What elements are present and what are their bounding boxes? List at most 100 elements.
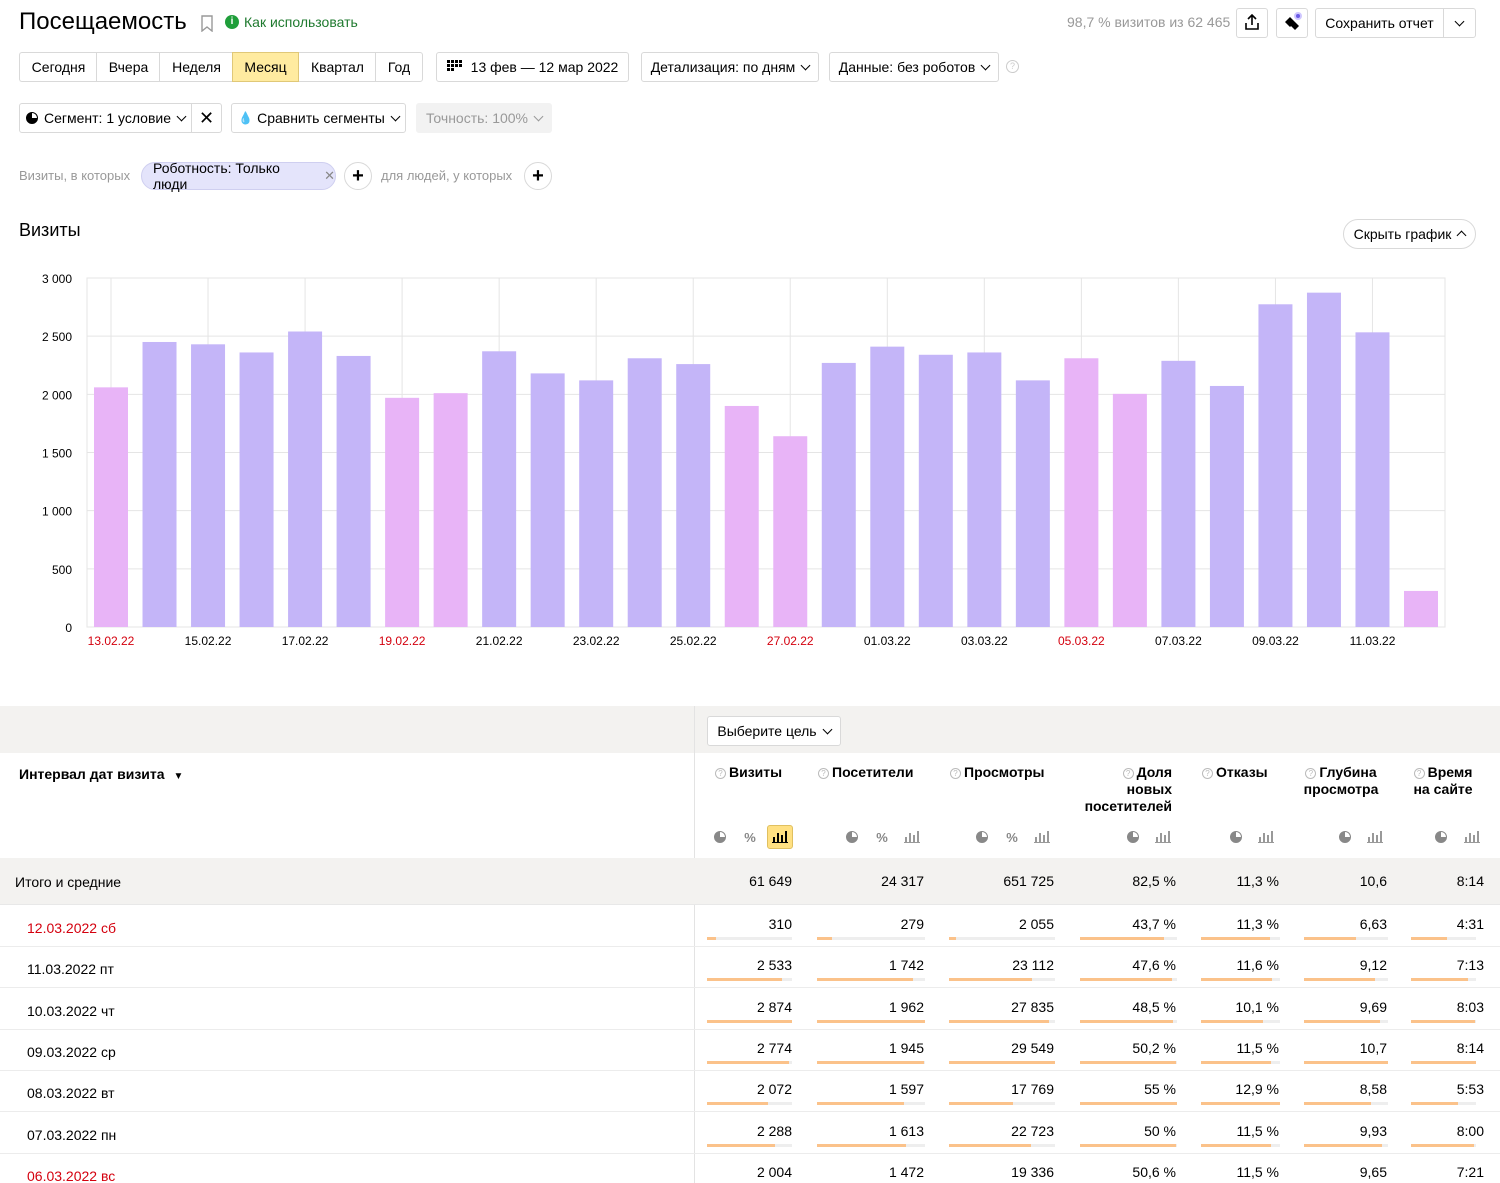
assistant-button[interactable] <box>1276 8 1308 38</box>
goal-select-dropdown[interactable]: Выберите цель <box>707 716 841 746</box>
chart-bar[interactable] <box>967 352 1002 627</box>
add-user-condition-button[interactable]: + <box>524 162 552 190</box>
cell-pageviews: 2 055 <box>1018 916 1054 932</box>
bar-chart-toggle[interactable] <box>1150 825 1176 849</box>
percent-toggle[interactable]: % <box>869 825 895 849</box>
chart-bar[interactable] <box>1404 590 1438 627</box>
bar-chart-toggle[interactable] <box>1459 825 1485 849</box>
col-header-depth[interactable]: ? Глубина просмотра <box>1303 764 1379 797</box>
chart-bar[interactable] <box>870 346 905 627</box>
period-yesterday[interactable]: Вчера <box>96 52 160 82</box>
cell-bar-depth <box>1304 1143 1388 1147</box>
table-row[interactable]: 09.03.2022 ср 2 774 1 945 29 549 50,2 % 11,5 … <box>0 1030 1500 1071</box>
pie-chart-toggle[interactable] <box>1332 825 1358 849</box>
col-header-bounces[interactable]: ? Отказы <box>1202 764 1268 781</box>
col-header-time-on-site[interactable]: ? Время на сайте <box>1413 764 1473 797</box>
chart-bar[interactable] <box>336 355 371 627</box>
export-button[interactable] <box>1236 8 1268 38</box>
col-header-new-visitors-share[interactable]: ? Доля новых посетителей <box>1084 764 1172 814</box>
filter-chip[interactable]: Роботность: Только люди ✕ <box>141 160 336 192</box>
pie-icon <box>25 112 38 124</box>
dimension-header[interactable]: Интервал дат визита ▼ <box>19 766 184 782</box>
period-quarter[interactable]: Квартал <box>299 52 376 82</box>
cell-time: 7:13 <box>1456 957 1484 974</box>
add-visit-condition-button[interactable]: + <box>344 162 372 190</box>
chart-bar[interactable] <box>1258 304 1293 627</box>
bar-chart-toggle[interactable] <box>1029 825 1055 849</box>
chart-bar[interactable] <box>482 351 517 627</box>
data-filter-dropdown[interactable]: Данные: без роботов <box>829 52 999 82</box>
chart-bar[interactable] <box>579 380 614 627</box>
table-row[interactable]: 08.03.2022 вт 2 072 1 597 17 769 55 % 12,9 % 8… <box>0 1071 1500 1113</box>
help-icon[interactable]: ? <box>1006 60 1019 73</box>
chart-bar[interactable] <box>1112 393 1147 627</box>
percent-toggle[interactable]: % <box>999 825 1025 849</box>
cell-bar-depth <box>1304 1060 1388 1064</box>
pie-chart-toggle[interactable] <box>707 825 733 849</box>
percent-toggle[interactable]: % <box>737 825 763 849</box>
bar-chart-toggle[interactable] <box>767 825 793 849</box>
chart-bar[interactable] <box>1015 380 1050 627</box>
cell-bar-visitors <box>817 937 925 940</box>
chart-bar[interactable] <box>918 354 953 627</box>
chart-bar[interactable] <box>191 344 226 627</box>
chart-bar[interactable] <box>530 373 565 627</box>
chart-bar[interactable] <box>1209 385 1244 627</box>
period-week[interactable]: Неделя <box>159 52 233 82</box>
chart-bar[interactable] <box>1161 360 1196 627</box>
pie-chart-toggle[interactable] <box>1120 825 1146 849</box>
table-row[interactable]: 11.03.2022 пт 2 533 1 742 23 112 47,6 % 11,6 … <box>0 947 1500 989</box>
how-to-use-link[interactable]: i Как использовать <box>225 14 358 30</box>
chart-bar[interactable] <box>142 341 177 627</box>
chevron-down-icon <box>533 111 544 121</box>
table-row[interactable]: 07.03.2022 пн 2 288 1 613 22 723 50 % 11,5 % 9… <box>0 1113 1500 1154</box>
chevron-down-icon <box>800 60 811 70</box>
table-row[interactable]: 12.03.2022 сб 310 279 2 055 43,7 % 11,3 % 6,63… <box>0 906 1500 947</box>
chart-bar[interactable] <box>288 331 323 627</box>
save-report-button[interactable]: Сохранить отчет <box>1315 8 1444 38</box>
chart-bar[interactable] <box>239 352 274 627</box>
bar-chart-icon <box>1034 831 1050 843</box>
date-range-picker[interactable]: 13 фев — 12 мар 2022 <box>436 52 629 82</box>
col-header-pageviews[interactable]: ? Просмотры <box>950 764 1045 781</box>
chevron-down-icon <box>390 111 401 121</box>
period-month[interactable]: Месяц <box>232 52 299 82</box>
pie-chart-toggle[interactable] <box>839 825 865 849</box>
pie-chart-toggle[interactable] <box>1428 825 1454 849</box>
chart-bar[interactable] <box>433 393 468 627</box>
chart-bar[interactable] <box>1064 358 1099 627</box>
bar-chart-toggle[interactable] <box>1362 825 1388 849</box>
period-year[interactable]: Год <box>375 52 423 82</box>
chevron-down-icon <box>822 724 833 734</box>
chart-bar[interactable] <box>94 387 128 627</box>
table-row[interactable]: 06.03.2022 вс 2 004 1 472 19 336 50,6 % 11,5 … <box>0 1154 1500 1183</box>
detail-dropdown[interactable]: Детализация: по дням <box>641 52 819 82</box>
save-report-dropdown[interactable] <box>1443 8 1476 38</box>
period-today[interactable]: Сегодня <box>19 52 97 82</box>
col-header-visitors[interactable]: ? Посетители <box>818 764 913 781</box>
chart-bar[interactable] <box>627 358 662 627</box>
cell-bar-bounces <box>1201 937 1280 940</box>
bar-chart-toggle[interactable] <box>1253 825 1279 849</box>
hide-chart-button[interactable]: Скрыть график <box>1343 219 1476 249</box>
chart-bar[interactable] <box>1306 292 1341 627</box>
chart-bar[interactable] <box>385 397 420 627</box>
compare-segments-dropdown[interactable]: 💧 Сравнить сегменты <box>231 103 406 133</box>
bar-chart-toggle[interactable] <box>899 825 925 849</box>
accuracy-dropdown[interactable]: Точность: 100% <box>416 103 552 133</box>
pie-chart-toggle[interactable] <box>1223 825 1249 849</box>
col-header-visits[interactable]: ? Визиты <box>715 764 782 781</box>
segment-clear-button[interactable]: ✕ <box>191 103 222 133</box>
segment-dropdown[interactable]: Сегмент: 1 условие <box>19 103 192 133</box>
bookmark-icon[interactable] <box>201 15 213 33</box>
chart-bar[interactable] <box>773 436 808 627</box>
chart-bar[interactable] <box>821 362 856 627</box>
pie-chart-toggle[interactable] <box>969 825 995 849</box>
chart-bar[interactable] <box>1355 332 1390 627</box>
cell-bounces: 11,6 % <box>1236 957 1279 974</box>
close-icon[interactable]: ✕ <box>324 168 335 183</box>
table-row[interactable]: 10.03.2022 чт 2 874 1 962 27 835 48,5 % 10,1 … <box>0 989 1500 1030</box>
cell-depth: 9,93 <box>1359 1122 1387 1139</box>
chart-bar[interactable] <box>724 405 759 627</box>
chart-bar[interactable] <box>676 364 711 627</box>
